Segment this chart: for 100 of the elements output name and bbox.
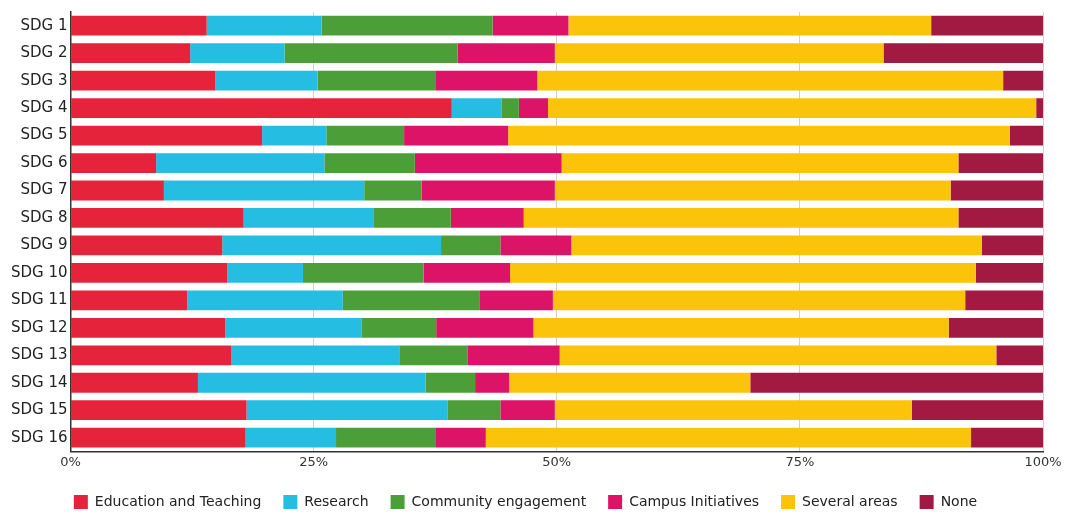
bar	[71, 125, 263, 146]
y-tick-label: SDG 11	[10, 290, 68, 309]
bar	[71, 153, 157, 173]
bar	[423, 263, 511, 283]
x-tick-label: 25%	[299, 453, 329, 469]
legend-label: None	[940, 492, 978, 509]
bar	[451, 98, 502, 119]
legend-label: Several areas	[802, 492, 898, 509]
bar	[336, 427, 436, 448]
y-tick-label: SDG 13	[10, 345, 68, 364]
bar	[479, 290, 553, 311]
bar	[71, 15, 207, 36]
bar	[215, 70, 318, 91]
x-tick-label: 0%	[60, 453, 81, 469]
x-tick-label: 50%	[542, 453, 572, 469]
legend-label: Campus Initiatives	[629, 492, 760, 509]
bar	[552, 290, 966, 311]
bar	[571, 235, 982, 256]
bar	[554, 43, 884, 64]
bar	[447, 400, 501, 421]
y-tick-label: SDG 7	[20, 180, 68, 199]
bar	[425, 372, 476, 393]
bar	[533, 317, 949, 338]
y-tick-label: SDG 4	[20, 98, 68, 117]
bar	[1036, 98, 1043, 119]
bar	[404, 125, 509, 146]
bar	[206, 15, 322, 36]
bar	[911, 400, 1043, 421]
bar	[883, 43, 1043, 64]
bar	[284, 43, 458, 64]
bar	[518, 98, 549, 119]
bar	[187, 290, 343, 311]
bar	[975, 263, 1043, 283]
y-tick-label: SDG 2	[20, 43, 68, 62]
bar	[971, 427, 1043, 448]
bar	[190, 43, 285, 64]
bar	[71, 208, 244, 228]
bar	[559, 345, 997, 366]
bar	[554, 400, 912, 421]
bar	[321, 15, 493, 36]
bar	[475, 372, 510, 393]
bar	[450, 208, 524, 228]
bar	[71, 317, 226, 338]
bar	[501, 98, 519, 119]
bar	[509, 372, 751, 393]
bar	[231, 345, 400, 366]
bar	[500, 400, 555, 421]
bar	[71, 427, 246, 448]
bar	[485, 427, 972, 448]
bar	[750, 372, 1043, 393]
bar	[197, 372, 426, 393]
bar	[156, 153, 325, 173]
bar	[317, 70, 436, 91]
bar	[467, 345, 560, 366]
bar	[523, 208, 959, 228]
bar	[568, 15, 932, 36]
bar	[421, 180, 555, 201]
bar	[554, 180, 951, 201]
bar	[492, 15, 569, 36]
bar	[71, 290, 188, 311]
bar	[373, 208, 451, 228]
y-tick-label: SDG 14	[10, 372, 68, 391]
y-tick-label: SDG 9	[20, 235, 68, 254]
bar	[225, 317, 362, 338]
bar	[243, 208, 374, 228]
bar	[245, 427, 337, 448]
y-tick-label: SDG 12	[10, 317, 68, 336]
bar	[996, 345, 1043, 366]
bar	[71, 372, 198, 393]
bar	[361, 317, 437, 338]
y-tick-label: SDG 6	[20, 152, 68, 171]
y-tick-label: SDG 3	[20, 70, 68, 89]
bar	[965, 290, 1043, 311]
bar	[510, 263, 976, 283]
bar	[508, 125, 1010, 146]
legend-label: Community engagement	[411, 492, 587, 509]
legend-label: Research	[304, 492, 369, 509]
bar	[1009, 125, 1043, 146]
bar	[324, 153, 415, 173]
bar	[958, 208, 1043, 228]
bar	[500, 235, 572, 256]
x-tick-label: 75%	[785, 453, 815, 469]
bar	[163, 180, 365, 201]
y-tick-label: SDG 10	[10, 262, 68, 281]
bar	[441, 235, 501, 256]
bar	[71, 43, 191, 64]
bar	[435, 427, 486, 448]
bar	[958, 153, 1043, 173]
bar	[399, 345, 468, 366]
bar	[457, 43, 555, 64]
bar	[71, 400, 247, 421]
bar	[414, 153, 562, 173]
y-tick-label: SDG 5	[20, 125, 68, 144]
bar	[364, 180, 422, 201]
bar	[262, 125, 327, 146]
bar	[931, 15, 1043, 36]
bar	[537, 70, 1004, 91]
y-tick-label: SDG 8	[20, 207, 68, 226]
bar	[71, 235, 223, 256]
bar	[435, 70, 538, 91]
